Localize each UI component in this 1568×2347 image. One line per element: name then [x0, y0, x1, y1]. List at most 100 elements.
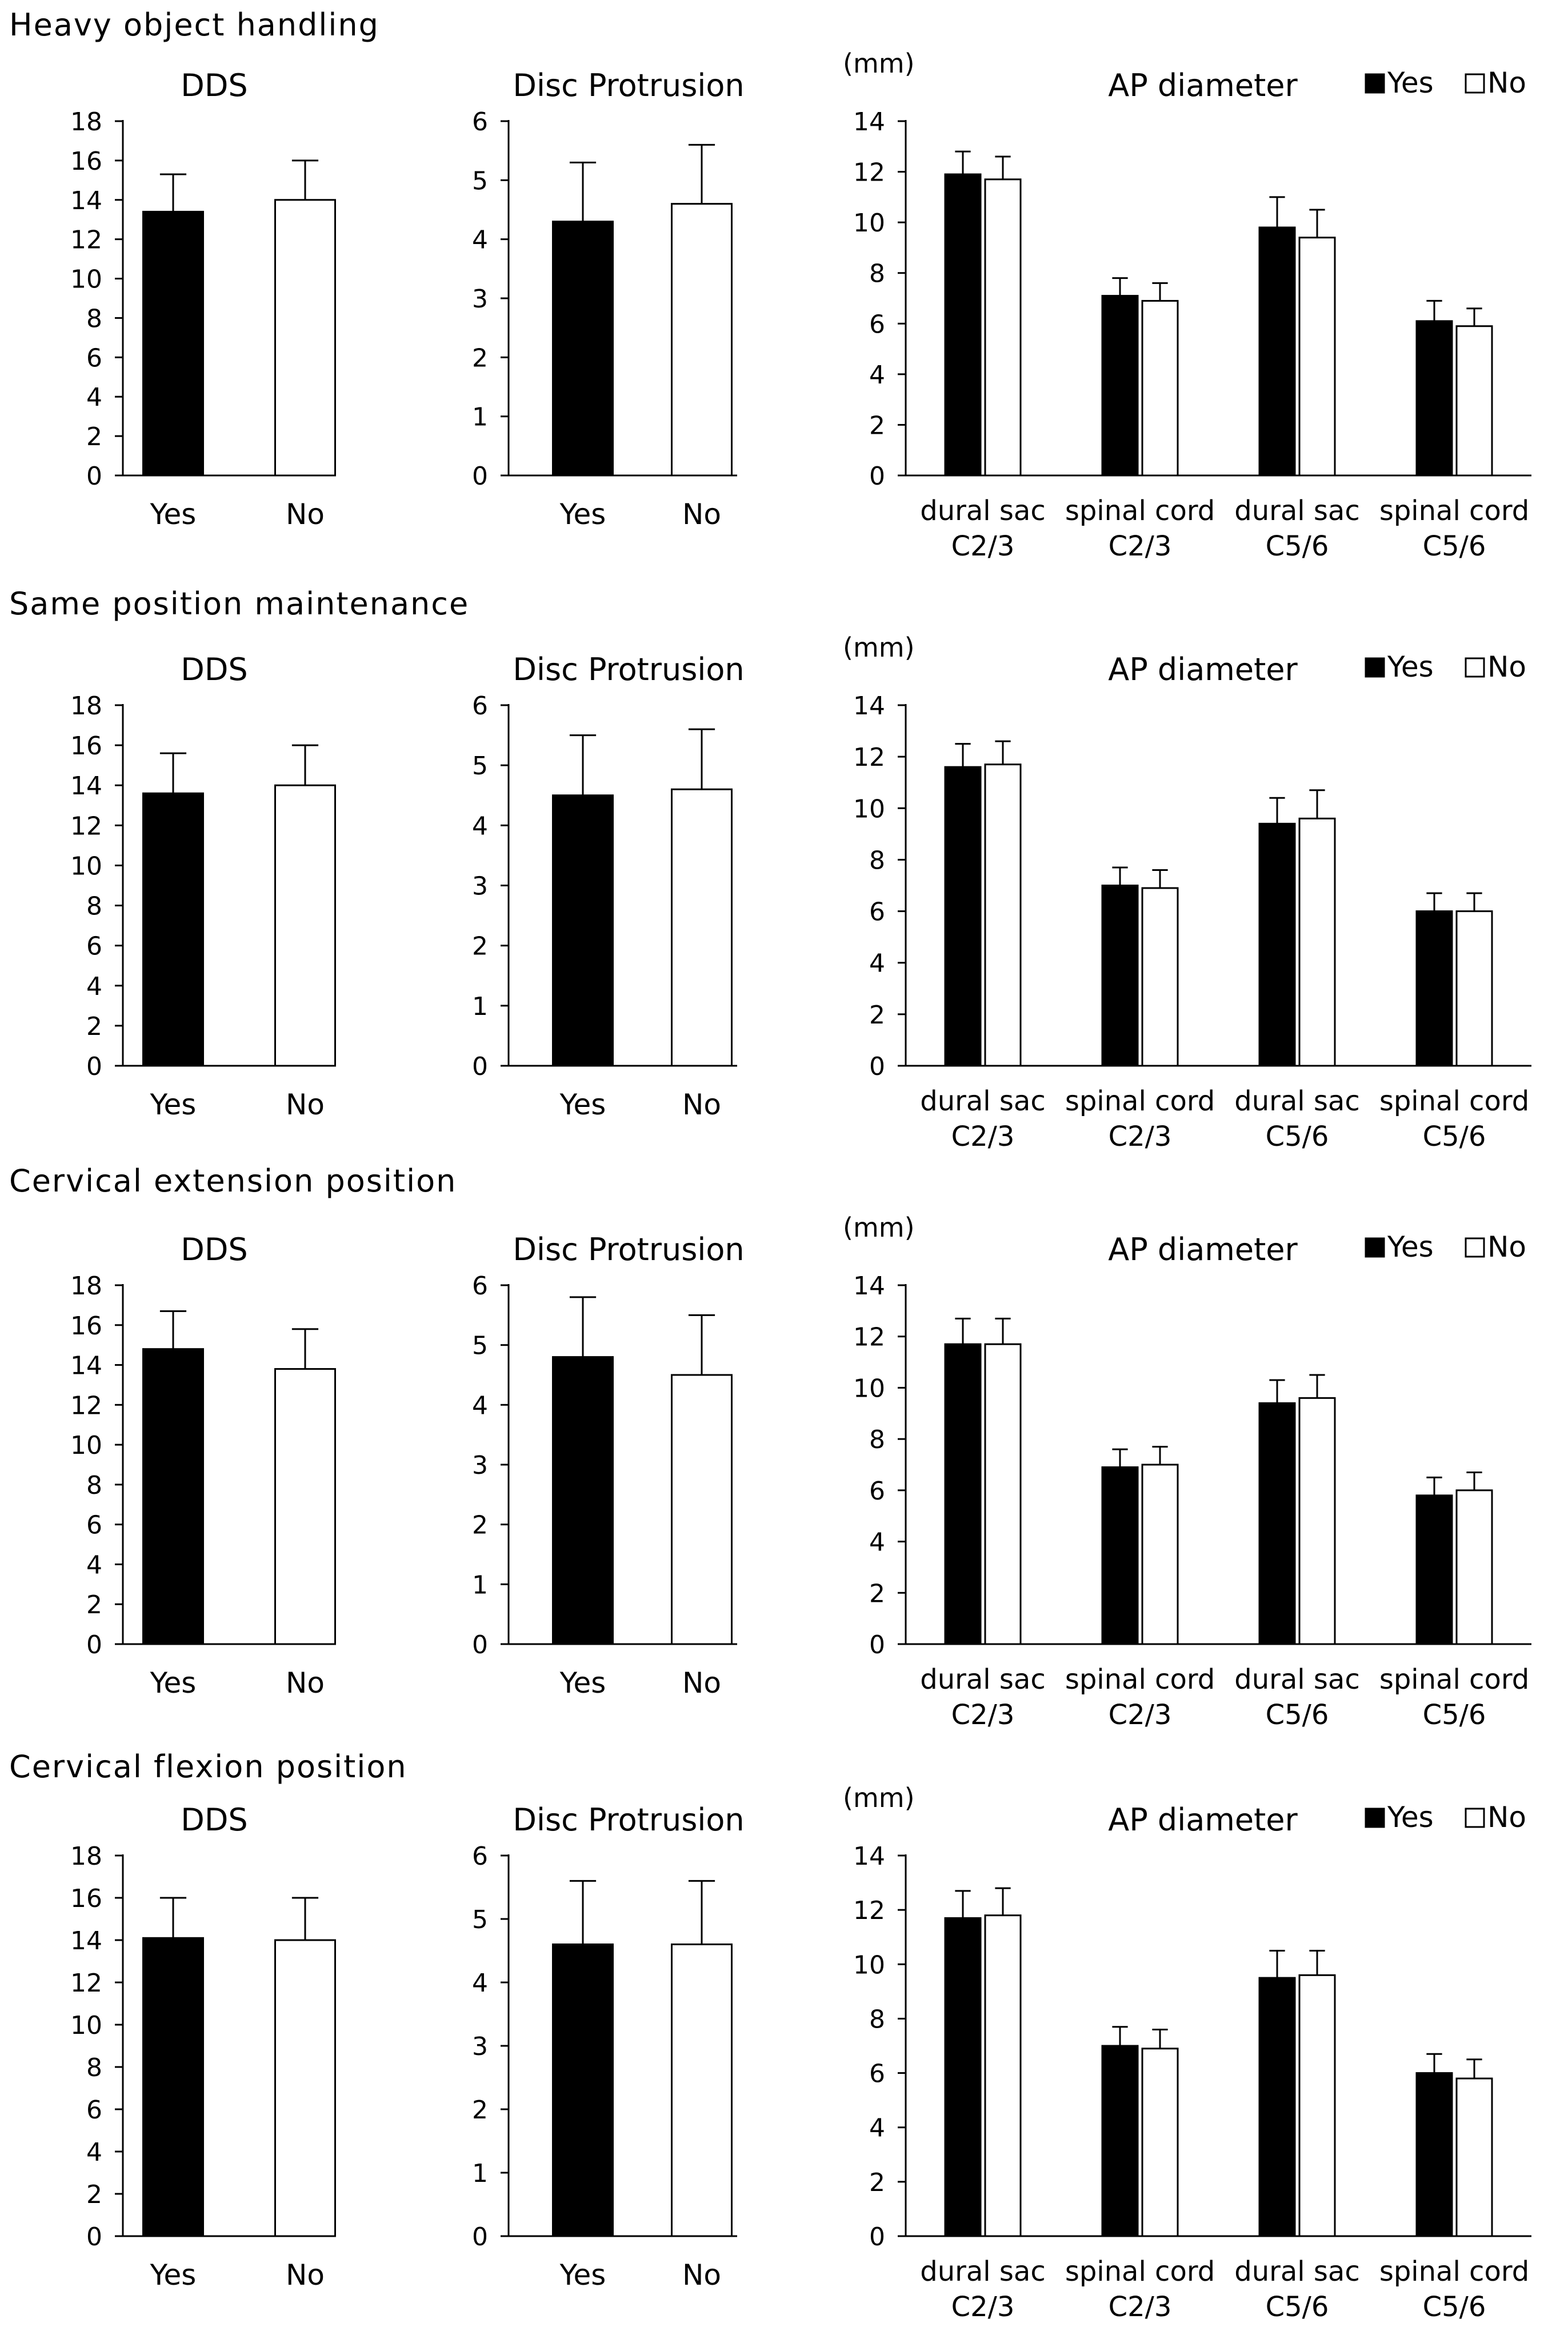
bar-yes [944, 766, 982, 1067]
y-tick-label: 2 [472, 932, 488, 961]
bar-yes [1415, 2072, 1453, 2237]
bar-yes [944, 1343, 982, 1645]
y-tick-label: 8 [869, 846, 885, 875]
y-tick-label: 16 [70, 1884, 102, 1913]
y-tick-label: 0 [472, 462, 488, 491]
chart-title: AP diameter [1108, 651, 1298, 687]
y-tick-label: 4 [869, 1528, 885, 1557]
y-tick-label: 0 [86, 462, 102, 491]
bar-yes [552, 221, 614, 477]
legend-swatch-yes [1365, 73, 1385, 94]
legend-swatch-no [1465, 657, 1485, 678]
legend-label: No [1487, 1230, 1526, 1264]
y-tick-label: 8 [86, 892, 102, 921]
bar-no [1298, 1974, 1336, 2237]
y-tick-label: 10 [853, 1374, 885, 1403]
chart-panel: 0 2 4 6 8 10 12 14 16 18 DDS Yes No [70, 67, 336, 531]
y-tick-label: 0 [869, 1052, 885, 1081]
y-tick-label: 6 [869, 1477, 885, 1506]
bar-no [671, 203, 733, 477]
x-tick-label: dural sac [920, 1085, 1045, 1117]
y-tick-label: 14 [853, 691, 885, 721]
x-tick-label: Yes [150, 1088, 197, 1121]
chart-panel: 0 1 2 3 4 5 6 Disc Protrusion Yes No [472, 67, 745, 531]
y-tick-label: 2 [86, 2180, 102, 2209]
bar-yes [1415, 1494, 1453, 1645]
x-tick-label: No [286, 2258, 325, 2292]
x-tick-label: C5/6 [1266, 1699, 1329, 1731]
bar-no [1141, 2048, 1179, 2237]
y-tick-label: 0 [472, 1630, 488, 1660]
y-tick-label: 18 [70, 1842, 102, 1871]
bar-no [1455, 910, 1493, 1067]
chart-panel: 0 1 2 3 4 5 6 Disc Protrusion Yes No [472, 651, 745, 1121]
bar-no [671, 788, 733, 1067]
bar-no [984, 178, 1022, 477]
y-tick-label: 6 [472, 107, 488, 137]
y-tick-label: 12 [70, 1391, 102, 1420]
y-tick-label: 2 [869, 411, 885, 440]
x-tick-label: C2/3 [1109, 2291, 1172, 2323]
x-tick-label: Yes [150, 1666, 197, 1700]
bar-no [274, 784, 336, 1067]
x-tick-label: dural sac [1234, 495, 1359, 527]
section-title-heavy-object-handling: Heavy object handling [9, 7, 379, 43]
legend-swatch-no [1465, 73, 1485, 94]
x-tick-label: C2/3 [951, 2291, 1015, 2323]
y-tick-label: 4 [472, 1969, 488, 1998]
y-tick-label: 1 [472, 2159, 488, 2188]
x-tick-label: Yes [559, 2258, 606, 2292]
bar-yes [944, 173, 982, 477]
y-tick-label: 8 [86, 1471, 102, 1500]
y-tick-label: 4 [472, 1391, 488, 1420]
y-tick-label: 10 [70, 1431, 102, 1460]
y-tick-label: 6 [869, 898, 885, 927]
y-tick-label: 4 [869, 2114, 885, 2143]
y-tick-label: 2 [86, 422, 102, 451]
y-tick-label: 0 [472, 2222, 488, 2252]
y-tick-label: 6 [472, 1272, 488, 1301]
y-tick-label: 6 [869, 310, 885, 339]
y-tick-label: 8 [86, 304, 102, 333]
x-tick-label: Yes [559, 498, 606, 531]
y-tick-label: 6 [472, 691, 488, 721]
bar-yes [552, 1943, 614, 2237]
legend-label: Yes [1387, 1230, 1434, 1264]
y-tick-label: 14 [70, 771, 102, 801]
x-tick-label: C5/6 [1423, 2291, 1486, 2323]
chart-title: AP diameter [1108, 1232, 1298, 1268]
chart-title: Disc Protrusion [513, 1232, 744, 1268]
y-tick-label: 14 [853, 1842, 885, 1871]
legend-label: No [1487, 1801, 1526, 1834]
x-tick-label: C5/6 [1423, 1121, 1486, 1153]
x-tick-label: No [286, 1088, 325, 1121]
y-tick-label: 18 [70, 691, 102, 721]
y-tick-label: 0 [86, 1052, 102, 1081]
x-tick-label: Yes [559, 1088, 606, 1121]
section-title-cervical-flexion-position: Cervical flexion position [9, 1749, 407, 1785]
bar-no [1298, 817, 1336, 1067]
bar-no [1141, 887, 1179, 1067]
bar-yes [1415, 910, 1453, 1067]
x-tick-label: dural sac [920, 495, 1045, 527]
y-tick-label: 6 [86, 343, 102, 373]
x-tick-label: spinal cord [1065, 495, 1215, 527]
bar-yes [142, 1937, 204, 2237]
bar-yes [552, 794, 614, 1067]
y-tick-label: 12 [853, 1896, 885, 1925]
chart-panel: 0 2 4 6 8 10 12 14 16 18 DDS Yes No [70, 651, 336, 1121]
y-tick-label: 4 [869, 949, 885, 978]
legend-swatch-no [1465, 1237, 1485, 1258]
chart-title: DDS [181, 1232, 247, 1268]
chart-panel: 0 1 2 3 4 5 6 Disc Protrusion Yes No [472, 1232, 745, 1700]
y-tick-label: 10 [70, 265, 102, 294]
bar-yes [1258, 1402, 1296, 1645]
bar-no [274, 1939, 336, 2237]
y-tick-label: 2 [472, 343, 488, 373]
legend-swatch-yes [1365, 1808, 1385, 1828]
x-tick-label: C5/6 [1423, 1699, 1486, 1731]
bar-no [1455, 325, 1493, 477]
bar-no [671, 1943, 733, 2237]
